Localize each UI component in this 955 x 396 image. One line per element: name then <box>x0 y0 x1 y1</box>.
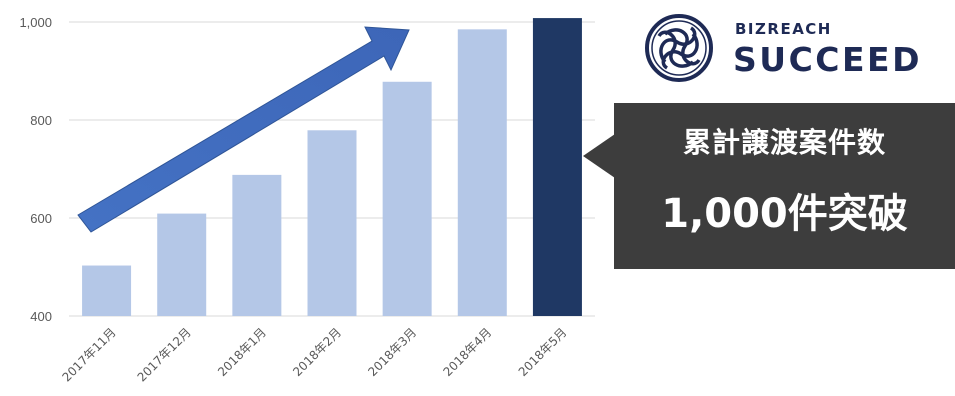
y-tick-label: 800 <box>30 113 52 128</box>
callout-box: 累計譲渡案件数 1,000件突破 <box>614 103 955 269</box>
x-tick-label: 2018年3月 <box>365 325 419 379</box>
callout-milestone: 1,000件突破 <box>661 191 908 237</box>
bar <box>532 18 582 317</box>
callout-pointer <box>583 134 615 178</box>
x-tick-label: 2018年5月 <box>516 325 570 379</box>
y-tick-label: 400 <box>30 309 52 324</box>
bar <box>157 213 207 316</box>
y-axis-ticks: 400 600 800 1,000 <box>19 15 52 324</box>
x-tick-label: 2017年12月 <box>135 325 194 384</box>
callout-heading: 累計譲渡案件数 <box>682 126 886 159</box>
brand-bizreach-label: BIZREACH <box>735 20 832 38</box>
bar <box>232 174 282 316</box>
y-tick-label: 1,000 <box>19 15 52 30</box>
y-tick-label: 600 <box>30 211 52 226</box>
bar <box>382 81 432 316</box>
bar <box>457 29 507 316</box>
x-axis-labels: 2017年11月 2017年12月 2018年1月 2018年2月 2018年3月 201… <box>59 325 569 384</box>
x-tick-label: 2018年2月 <box>290 325 344 379</box>
bars <box>82 18 582 317</box>
knot-logo-icon <box>645 14 713 82</box>
x-tick-label: 2018年4月 <box>441 325 495 379</box>
bar <box>82 265 132 316</box>
trend-arrow <box>77 26 410 233</box>
x-tick-label: 2017年11月 <box>59 325 118 384</box>
brand-succeed-label: SUCCEED <box>733 40 922 79</box>
x-tick-label: 2018年1月 <box>215 325 269 379</box>
bar <box>307 130 357 316</box>
